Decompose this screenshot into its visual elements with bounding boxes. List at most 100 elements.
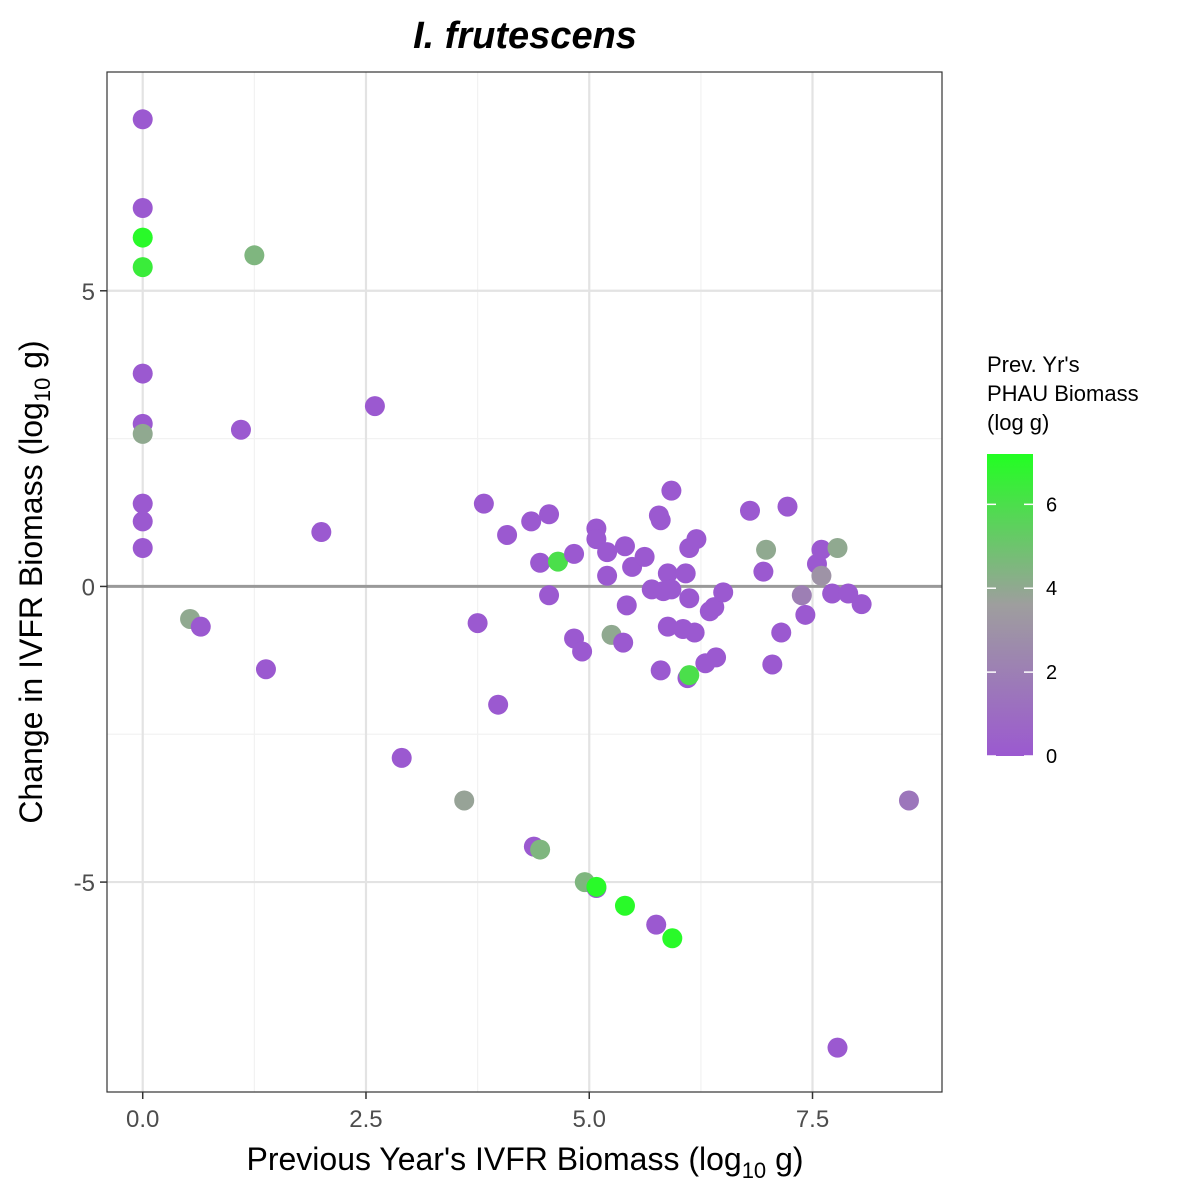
data-point xyxy=(391,747,412,768)
data-point xyxy=(539,585,560,606)
x-tick-label: 2.5 xyxy=(349,1106,382,1133)
data-point xyxy=(473,493,494,514)
data-point xyxy=(539,504,560,525)
data-point xyxy=(597,565,618,586)
y-axis-title-main: Change in IVFR Biomass (log xyxy=(13,402,49,824)
y-axis-title-subscript: 10 xyxy=(30,378,55,402)
x-tick-label: 7.5 xyxy=(796,1106,829,1133)
data-point xyxy=(756,539,777,560)
data-point xyxy=(521,511,542,532)
data-point xyxy=(564,543,585,564)
x-axis-title-subscript: 10 xyxy=(742,1158,766,1183)
data-point xyxy=(898,790,919,811)
data-point xyxy=(132,363,153,384)
data-point xyxy=(132,227,153,248)
data-point xyxy=(657,616,678,637)
data-point xyxy=(132,257,153,278)
data-point xyxy=(530,839,551,860)
data-point xyxy=(811,539,832,560)
data-point xyxy=(613,632,634,653)
y-axis-ticks: -5 0 5 xyxy=(74,279,107,897)
legend-title-line-2: PHAU Biomass xyxy=(987,381,1139,406)
data-point xyxy=(822,583,843,604)
data-point xyxy=(657,563,678,584)
data-point xyxy=(753,561,774,582)
data-point xyxy=(661,579,682,600)
data-point xyxy=(132,423,153,444)
y-axis-title: Change in IVFR Biomass (log10 g) xyxy=(13,340,55,823)
data-point xyxy=(675,563,696,584)
data-point xyxy=(777,496,798,517)
data-point xyxy=(132,493,153,514)
data-point xyxy=(586,876,607,897)
data-point xyxy=(530,552,551,573)
data-point xyxy=(497,524,518,545)
data-point xyxy=(597,542,618,563)
legend-ticks: 0 2 4 6 xyxy=(987,494,1057,768)
plot-panel xyxy=(107,72,942,1092)
data-point xyxy=(851,594,872,615)
legend-title-line-1: Prev. Yr's xyxy=(987,352,1080,377)
data-point xyxy=(679,665,700,686)
data-point xyxy=(811,565,832,586)
data-point xyxy=(706,647,727,668)
data-point xyxy=(679,588,700,609)
x-axis-ticks: 0.0 2.5 5.0 7.5 xyxy=(126,1092,829,1133)
data-point xyxy=(827,1037,848,1058)
data-point xyxy=(686,529,707,550)
data-point xyxy=(467,613,488,634)
y-tick-label: 5 xyxy=(82,279,95,306)
legend-color-bar xyxy=(987,454,1033,756)
data-point xyxy=(739,500,760,521)
y-axis-title-end: g) xyxy=(13,340,49,377)
data-point xyxy=(364,396,385,417)
data-point xyxy=(616,595,637,616)
data-point xyxy=(838,583,859,604)
legend-tick-label: 2 xyxy=(1046,662,1057,684)
data-point xyxy=(572,641,593,662)
x-tick-label: 5.0 xyxy=(573,1106,606,1133)
data-point xyxy=(230,419,251,440)
data-point xyxy=(684,622,705,643)
color-legend: Prev. Yr's PHAU Biomass (log g) 0 2 4 6 xyxy=(987,352,1139,768)
x-tick-label: 0.0 xyxy=(126,1106,159,1133)
data-point xyxy=(762,654,783,675)
y-tick-label: -5 xyxy=(74,870,95,897)
legend-tick-label: 6 xyxy=(1046,494,1057,516)
data-point xyxy=(771,622,792,643)
x-axis-title-end: g) xyxy=(766,1141,803,1177)
data-point xyxy=(614,895,635,916)
data-point xyxy=(132,109,153,130)
data-point xyxy=(614,536,635,557)
data-point xyxy=(488,694,509,715)
legend-tick-label: 0 xyxy=(1046,746,1057,768)
data-point xyxy=(662,928,683,949)
data-point xyxy=(311,522,332,543)
data-point xyxy=(661,480,682,501)
data-point xyxy=(795,604,816,625)
x-axis-title-main: Previous Year's IVFR Biomass (log xyxy=(246,1141,741,1177)
data-point xyxy=(650,510,671,531)
data-point xyxy=(646,914,667,935)
data-point xyxy=(132,511,153,532)
data-point xyxy=(650,660,671,681)
data-point xyxy=(454,790,475,811)
data-point xyxy=(255,659,276,680)
data-point xyxy=(827,538,848,558)
legend-tick-label: 4 xyxy=(1046,578,1057,600)
data-point xyxy=(547,551,568,572)
data-points xyxy=(132,109,919,1058)
y-tick-label: 0 xyxy=(82,574,95,601)
data-point xyxy=(190,616,211,637)
legend-title-line-3: (log g) xyxy=(987,410,1049,435)
data-point xyxy=(244,245,265,266)
chart-title: I. frutescens xyxy=(413,15,637,57)
data-point xyxy=(132,198,153,218)
data-point xyxy=(704,597,725,618)
data-point xyxy=(713,582,734,603)
data-point xyxy=(634,546,655,567)
x-axis-title: Previous Year's IVFR Biomass (log10 g) xyxy=(246,1141,803,1183)
data-point xyxy=(132,538,153,558)
data-point xyxy=(791,585,812,606)
